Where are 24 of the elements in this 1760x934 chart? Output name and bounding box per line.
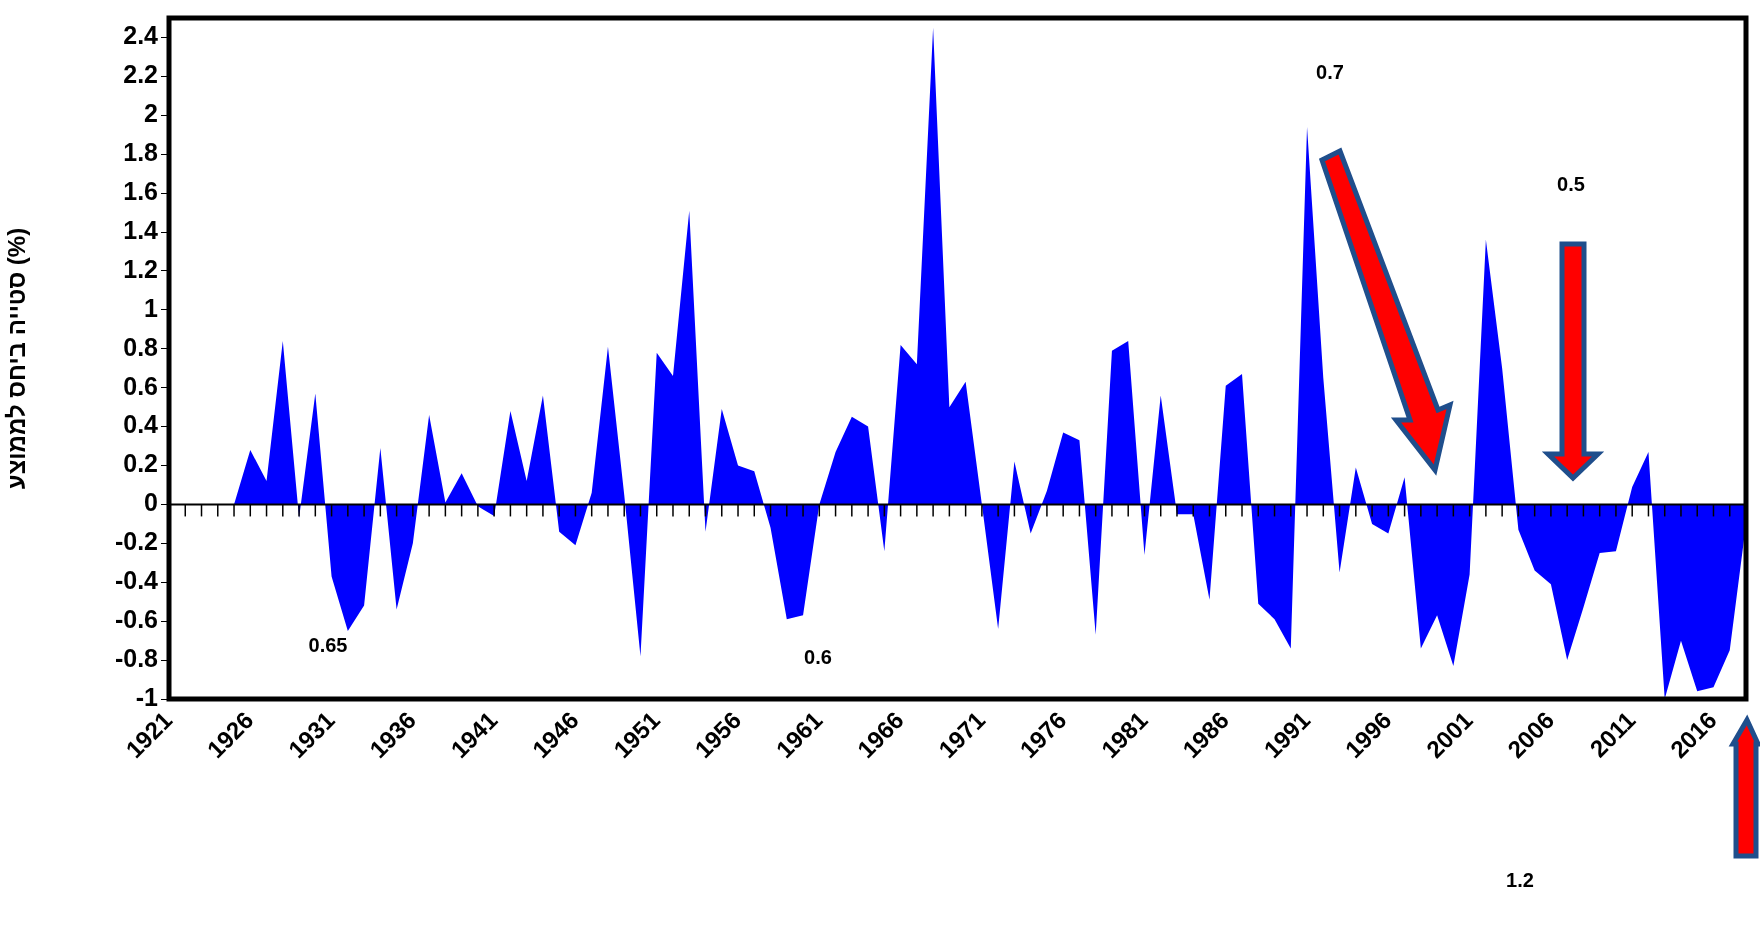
y-axis-title: סטייה ביחס לממוצע (%) (3, 227, 31, 490)
annotation: 0.6 (804, 645, 832, 668)
y-tick-label: -0.6 (114, 605, 158, 634)
y-tick-label: 2.2 (123, 60, 158, 89)
y-tick-label: -0.8 (114, 643, 159, 672)
y-tick-label: 0.6 (123, 371, 158, 400)
y-tick-label: 1.8 (123, 138, 159, 167)
y-tick-label: 0 (144, 488, 158, 517)
y-tick-label: -0.4 (114, 566, 159, 595)
y-tick-label: 1 (144, 293, 159, 322)
y-tick-label: -1 (135, 682, 159, 711)
y-tick-label: 0.4 (123, 410, 159, 439)
y-tick-label: 0.8 (123, 332, 159, 361)
y-tick-label: -0.2 (114, 527, 158, 556)
y-tick-label: 2.4 (123, 21, 159, 50)
annotation: 0.5 (1557, 172, 1585, 195)
y-tick-label: 2 (144, 99, 158, 128)
y-tick-label: 1.2 (123, 254, 158, 283)
y-tick-label: 0.2 (123, 449, 158, 478)
y-tick-label: 1.4 (123, 215, 159, 244)
y-tick-label: 1.6 (123, 177, 158, 205)
text: 1.2 (1506, 868, 1534, 891)
annotation: 0.7 (1316, 60, 1344, 83)
annotation: 0.65 (308, 633, 348, 656)
